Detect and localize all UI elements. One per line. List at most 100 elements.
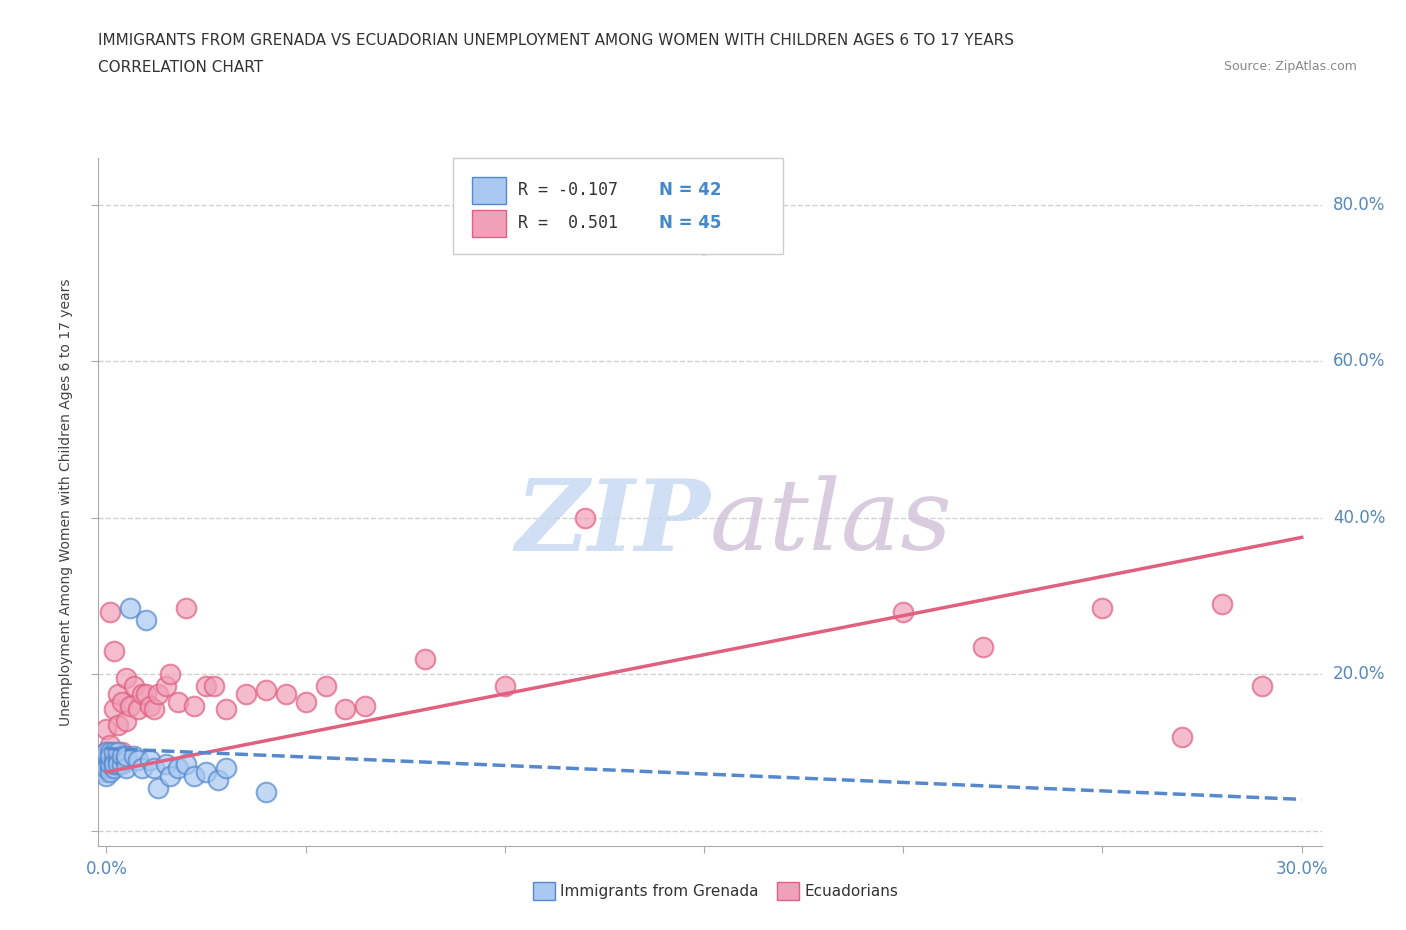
Point <box>127 702 149 717</box>
Point <box>195 679 218 694</box>
Point <box>96 745 118 760</box>
Bar <box>471 210 506 236</box>
Point <box>294 694 316 709</box>
Point <box>413 651 436 666</box>
Point <box>195 764 218 779</box>
Point <box>100 745 122 760</box>
Point <box>107 686 129 701</box>
Point <box>494 679 516 694</box>
Point <box>96 757 118 772</box>
Point <box>139 698 162 713</box>
Point <box>115 753 138 768</box>
Point <box>235 686 257 701</box>
Point <box>107 718 129 733</box>
Point <box>107 757 129 772</box>
Point <box>100 604 122 619</box>
Point <box>207 773 229 788</box>
Point <box>155 757 177 772</box>
Point <box>96 764 118 779</box>
Point <box>131 686 153 701</box>
Point <box>100 737 122 752</box>
Point <box>107 753 129 768</box>
Text: R = -0.107: R = -0.107 <box>517 181 619 199</box>
Y-axis label: Unemployment Among Women with Children Ages 6 to 17 years: Unemployment Among Women with Children A… <box>59 278 73 726</box>
Point <box>254 683 277 698</box>
Point <box>96 749 118 764</box>
Point <box>159 768 181 783</box>
Point <box>167 761 190 776</box>
Point <box>100 749 122 764</box>
Point <box>891 604 914 619</box>
Point <box>1091 601 1114 616</box>
Point <box>354 698 377 713</box>
Point <box>111 757 134 772</box>
Point <box>111 749 134 764</box>
Text: N = 45: N = 45 <box>658 215 721 232</box>
Text: ZIP: ZIP <box>515 474 710 571</box>
Point <box>100 753 122 768</box>
Text: IMMIGRANTS FROM GRENADA VS ECUADORIAN UNEMPLOYMENT AMONG WOMEN WITH CHILDREN AGE: IMMIGRANTS FROM GRENADA VS ECUADORIAN UN… <box>98 33 1014 47</box>
Point <box>111 694 134 709</box>
Point <box>96 768 118 783</box>
Text: 60.0%: 60.0% <box>1333 352 1385 370</box>
Point <box>574 511 596 525</box>
Point <box>167 694 190 709</box>
Point <box>135 686 157 701</box>
Point <box>131 761 153 776</box>
Point <box>183 698 205 713</box>
Point <box>115 749 138 764</box>
Point <box>115 761 138 776</box>
Point <box>100 757 122 772</box>
Text: Ecuadorians: Ecuadorians <box>804 884 898 898</box>
Point <box>335 702 357 717</box>
Point <box>183 768 205 783</box>
Text: atlas: atlas <box>710 475 953 570</box>
Point <box>103 761 125 776</box>
Text: Immigrants from Grenada: Immigrants from Grenada <box>560 884 758 898</box>
Point <box>96 753 118 768</box>
Point <box>215 702 238 717</box>
Point <box>115 671 138 685</box>
Point <box>274 686 297 701</box>
Point <box>100 761 122 776</box>
Point <box>96 722 118 737</box>
Point <box>103 702 125 717</box>
Point <box>174 757 197 772</box>
Bar <box>533 883 555 899</box>
Point <box>143 702 166 717</box>
Text: Source: ZipAtlas.com: Source: ZipAtlas.com <box>1223 60 1357 73</box>
Point <box>127 753 149 768</box>
Point <box>174 601 197 616</box>
Point <box>120 601 142 616</box>
Text: N = 42: N = 42 <box>658 181 721 199</box>
Point <box>96 761 118 776</box>
Point <box>202 679 225 694</box>
Bar <box>471 178 506 204</box>
Point <box>135 612 157 627</box>
Point <box>103 753 125 768</box>
Point <box>1211 596 1233 611</box>
Point <box>143 761 166 776</box>
Point <box>148 780 170 795</box>
Text: R =  0.501: R = 0.501 <box>517 215 619 232</box>
Point <box>124 679 146 694</box>
Point <box>972 640 994 655</box>
Text: 40.0%: 40.0% <box>1333 509 1385 526</box>
Point <box>155 679 177 694</box>
Point <box>139 753 162 768</box>
Point <box>693 237 716 252</box>
Point <box>120 698 142 713</box>
Point <box>1171 729 1194 744</box>
Text: CORRELATION CHART: CORRELATION CHART <box>98 60 263 75</box>
Point <box>103 745 125 760</box>
Point <box>107 745 129 760</box>
FancyBboxPatch shape <box>453 158 783 255</box>
Point <box>124 749 146 764</box>
Point <box>159 667 181 682</box>
Point <box>148 686 170 701</box>
Point <box>111 745 134 760</box>
Point <box>254 784 277 799</box>
Text: 20.0%: 20.0% <box>1333 665 1385 684</box>
Bar <box>778 883 800 899</box>
Point <box>103 644 125 658</box>
